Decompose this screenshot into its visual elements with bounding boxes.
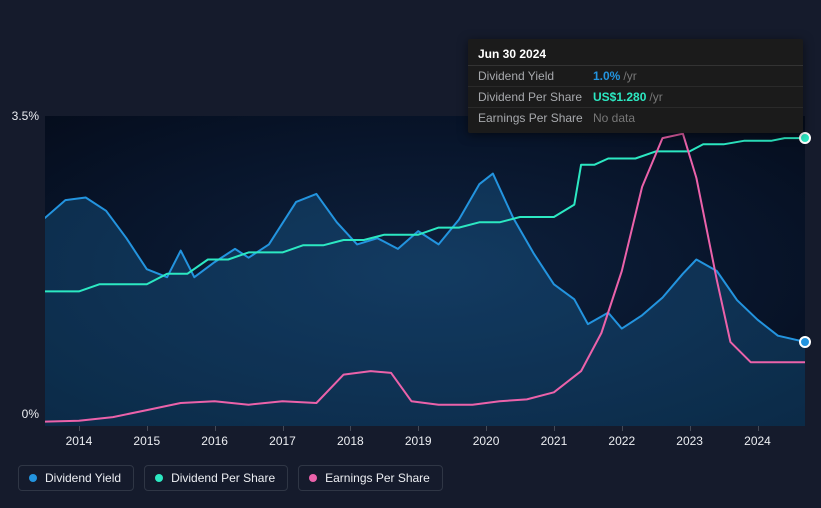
x-tick-label: 2020 (473, 434, 500, 448)
chart-plot-area[interactable]: Past (45, 116, 805, 426)
x-tick-label: 2023 (676, 434, 703, 448)
tooltip-row-unit: /yr (623, 69, 636, 83)
data-tooltip: Jun 30 2024 Dividend Yield1.0% /yrDivide… (468, 39, 803, 133)
legend: Dividend Yield Dividend Per Share Earnings… (18, 465, 443, 491)
cursor-point (799, 336, 811, 348)
legend-item-dividend-yield[interactable]: Dividend Yield (18, 465, 134, 491)
x-tick-label: 2019 (405, 434, 432, 448)
x-tick-mark (147, 426, 148, 431)
legend-item-earnings-per-share[interactable]: Earnings Per Share (298, 465, 443, 491)
x-tick-mark (554, 426, 555, 431)
tooltip-date: Jun 30 2024 (468, 39, 803, 66)
tooltip-row-unit: /yr (649, 90, 662, 104)
tooltip-row-label: Dividend Yield (478, 69, 593, 83)
y-tick-label: 3.5% (12, 109, 39, 123)
x-tick-label: 2016 (201, 434, 228, 448)
x-tick-mark (350, 426, 351, 431)
legend-dot (309, 474, 317, 482)
x-tick-mark (690, 426, 691, 431)
x-tick-label: 2024 (744, 434, 771, 448)
chart-svg (45, 116, 805, 426)
y-tick-label: 0% (22, 407, 39, 421)
x-tick-mark (758, 426, 759, 431)
legend-label: Earnings Per Share (325, 471, 430, 485)
tooltip-row: Earnings Per ShareNo data (468, 108, 803, 133)
legend-dot (29, 474, 37, 482)
legend-dot (155, 474, 163, 482)
x-tick-label: 2022 (608, 434, 635, 448)
tooltip-body: Dividend Yield1.0% /yrDividend Per Share… (468, 66, 803, 133)
x-tick-label: 2018 (337, 434, 364, 448)
legend-label: Dividend Yield (45, 471, 121, 485)
x-tick-label: 2015 (133, 434, 160, 448)
tooltip-row: Dividend Yield1.0% /yr (468, 66, 803, 87)
x-tick-mark (283, 426, 284, 431)
dividend-yield-area (45, 174, 805, 426)
tooltip-row-value: 1.0% (593, 69, 620, 83)
tooltip-row-label: Dividend Per Share (478, 90, 593, 104)
x-tick-mark (486, 426, 487, 431)
x-tick-mark (79, 426, 80, 431)
x-tick-label: 2021 (541, 434, 568, 448)
chart-container: 3.5% 0% Past 2014 2015 2016 2017 2018 2019 202… (0, 0, 821, 508)
x-tick-label: 2017 (269, 434, 296, 448)
x-tick-mark (215, 426, 216, 431)
legend-item-dividend-per-share[interactable]: Dividend Per Share (144, 465, 288, 491)
tooltip-row-nodata: No data (593, 111, 635, 125)
legend-label: Dividend Per Share (171, 471, 275, 485)
x-tick-label: 2014 (66, 434, 93, 448)
tooltip-row: Dividend Per ShareUS$1.280 /yr (468, 87, 803, 108)
x-tick-mark (418, 426, 419, 431)
tooltip-row-value: US$1.280 (593, 90, 646, 104)
x-tick-mark (622, 426, 623, 431)
x-axis: 2014 2015 2016 2017 2018 2019 2020 2021 2022 2023… (45, 430, 805, 450)
cursor-point (799, 132, 811, 144)
tooltip-row-label: Earnings Per Share (478, 111, 593, 125)
